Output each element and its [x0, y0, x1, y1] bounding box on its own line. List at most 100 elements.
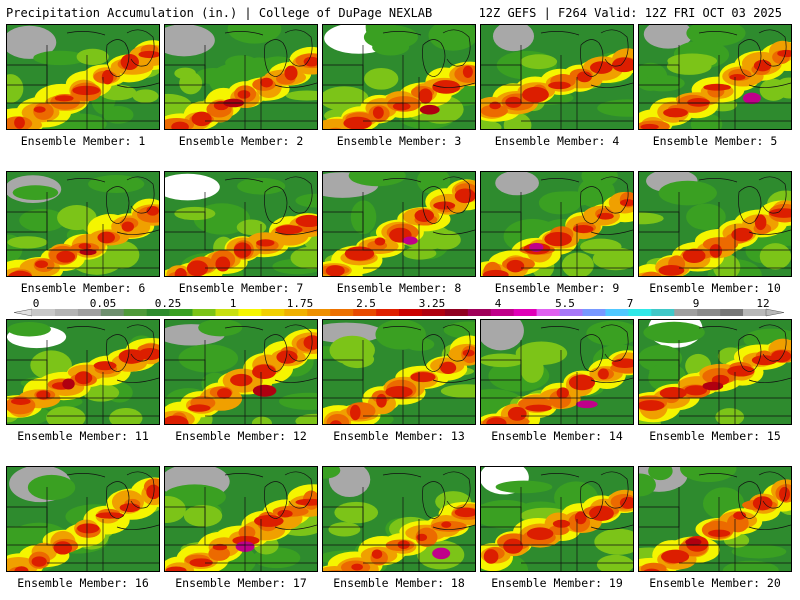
colorbar-tick-label: 0.25 [154, 297, 182, 310]
colorbar-swatch [697, 309, 721, 316]
ensemble-member-label: Ensemble Member: 11 [17, 429, 149, 443]
colorbar-swatch [582, 309, 606, 316]
colorbar-swatch [169, 309, 193, 316]
colorbar-swatch [54, 309, 79, 316]
ensemble-panel [6, 24, 160, 130]
colorbar-swatch [490, 309, 514, 316]
ensemble-member-label: Ensemble Member: 7 [178, 281, 304, 295]
precip-map [639, 172, 791, 276]
run-valid-time: 12Z GEFS | F264 Valid: 12Z FRI OCT 03 20… [478, 6, 782, 20]
ensemble-member-label: Ensemble Member: 14 [491, 429, 623, 443]
precip-map [481, 467, 633, 571]
colorbar-swatch [513, 309, 537, 316]
precip-map [7, 172, 159, 276]
ensemble-panel [322, 171, 476, 277]
colorbar-swatch [353, 309, 377, 316]
colorbar-swatch [674, 309, 698, 316]
colorbar-tick-label: 9 [692, 297, 700, 310]
ensemble-panel [480, 466, 634, 572]
colorbar-swatch [536, 309, 560, 316]
colorbar-tick-label: 5.5 [555, 297, 575, 310]
precip-map [7, 467, 159, 571]
ensemble-member-label: Ensemble Member: 18 [333, 576, 465, 590]
colorbar-swatch [284, 309, 308, 316]
ensemble-panel [480, 24, 634, 130]
colorbar-swatch [628, 309, 652, 316]
precip-colorbar [13, 308, 785, 317]
colorbar-swatch [421, 309, 446, 316]
ensemble-member-label: Ensemble Member: 3 [336, 134, 462, 148]
ensemble-member-label: Ensemble Member: 5 [652, 134, 778, 148]
ensemble-panel [322, 24, 476, 130]
ensemble-member-label: Ensemble Member: 17 [175, 576, 307, 590]
ensemble-panel [164, 319, 318, 425]
precip-map [323, 320, 475, 424]
colorbar-tick-label: 7 [626, 297, 634, 310]
ensemble-panel [164, 24, 318, 130]
ensemble-member-label: Ensemble Member: 19 [491, 576, 623, 590]
ensemble-panel [638, 319, 792, 425]
map-title: Precipitation Accumulation (in.) | Colle… [6, 6, 433, 20]
ensemble-panel [480, 171, 634, 277]
ensemble-panel [322, 319, 476, 425]
colorbar-swatch [261, 309, 285, 316]
colorbar-swatch [215, 309, 239, 316]
precip-map [165, 467, 317, 571]
colorbar-tick-label: 2.5 [356, 297, 376, 310]
colorbar-swatch [743, 309, 767, 316]
colorbar-swatch [605, 309, 629, 316]
ensemble-panel [164, 171, 318, 277]
precip-map [481, 25, 633, 129]
precip-map [323, 172, 475, 276]
colorbar-tick-label: 0.05 [89, 297, 117, 310]
ensemble-member-label: Ensemble Member: 4 [494, 134, 620, 148]
colorbar-swatch [444, 309, 469, 316]
colorbar-swatch [192, 309, 216, 316]
ensemble-member-label: Ensemble Member: 1 [20, 134, 146, 148]
precip-map [639, 25, 791, 129]
ensemble-member-label: Ensemble Member: 13 [333, 429, 465, 443]
ensemble-member-label: Ensemble Member: 15 [649, 429, 781, 443]
ensemble-panel [164, 466, 318, 572]
ensemble-member-label: Ensemble Member: 20 [649, 576, 781, 590]
colorbar-swatch [307, 309, 331, 316]
precip-map [639, 467, 791, 571]
precip-map [165, 320, 317, 424]
precip-map [7, 320, 159, 424]
precip-map [481, 320, 633, 424]
colorbar-swatch [399, 309, 423, 316]
colorbar-swatch [467, 309, 492, 316]
colorbar-swatch [559, 309, 583, 316]
colorbar-swatch [376, 309, 400, 316]
precip-map [323, 25, 475, 129]
colorbar-swatch [146, 309, 170, 316]
colorbar-tick-label: 4 [494, 297, 502, 310]
precip-map [639, 320, 791, 424]
colorbar-swatch [32, 309, 56, 316]
colorbar-swatch [330, 309, 354, 316]
colorbar-swatch [77, 309, 102, 316]
colorbar-max-arrow [765, 308, 785, 317]
colorbar-swatch [651, 309, 675, 316]
precip-map [481, 172, 633, 276]
colorbar-swatch [123, 309, 147, 316]
ensemble-panel [638, 24, 792, 130]
ensemble-panel [638, 466, 792, 572]
colorbar-swatch [720, 309, 744, 316]
ensemble-member-label: Ensemble Member: 6 [20, 281, 146, 295]
ensemble-panel [480, 319, 634, 425]
colorbar-tick-label: 1 [229, 297, 237, 310]
ensemble-panel [6, 319, 160, 425]
precip-map [7, 25, 159, 129]
ensemble-panel [638, 171, 792, 277]
colorbar-tick-label: 3.25 [418, 297, 446, 310]
ensemble-member-label: Ensemble Member: 8 [336, 281, 462, 295]
ensemble-member-label: Ensemble Member: 2 [178, 134, 304, 148]
ensemble-panel [322, 466, 476, 572]
ensemble-member-label: Ensemble Member: 9 [494, 281, 620, 295]
colorbar-tick-label: 1.75 [286, 297, 314, 310]
ensemble-member-label: Ensemble Member: 12 [175, 429, 307, 443]
precip-map [165, 25, 317, 129]
colorbar-min-arrow [13, 308, 33, 317]
ensemble-member-label: Ensemble Member: 16 [17, 576, 149, 590]
